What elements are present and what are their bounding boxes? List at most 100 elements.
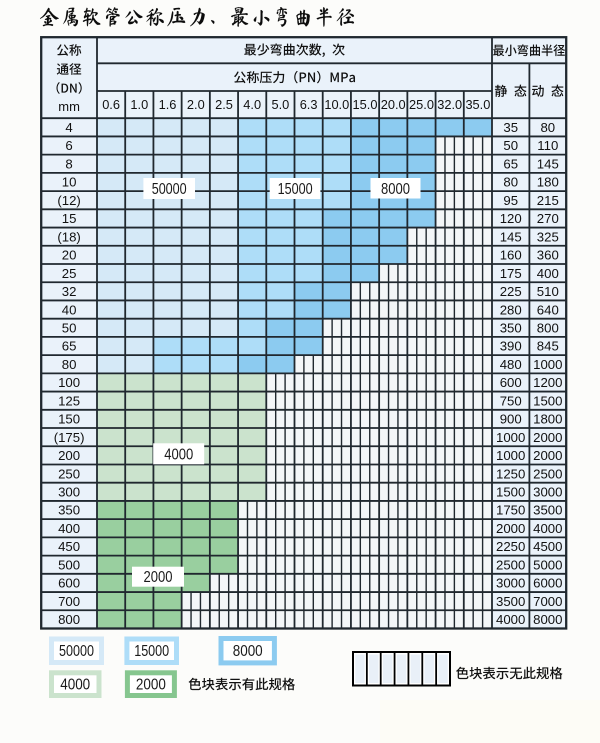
- svg-text:1000: 1000: [533, 357, 562, 372]
- svg-text:640: 640: [537, 302, 559, 317]
- svg-text:8000: 8000: [233, 643, 263, 660]
- svg-text:80: 80: [503, 175, 518, 190]
- svg-text:1800: 1800: [533, 412, 562, 427]
- svg-text:150: 150: [58, 412, 80, 427]
- svg-text:50: 50: [62, 321, 77, 336]
- svg-text:15.0: 15.0: [353, 97, 378, 112]
- svg-text:2.0: 2.0: [187, 97, 205, 112]
- svg-text:2000: 2000: [136, 677, 166, 694]
- svg-text:215: 215: [537, 193, 559, 208]
- svg-text:500: 500: [58, 557, 80, 572]
- svg-text:175: 175: [500, 266, 522, 281]
- svg-text:6000: 6000: [533, 576, 562, 591]
- svg-text:65: 65: [62, 339, 77, 354]
- svg-text:15000: 15000: [278, 181, 313, 198]
- svg-text:10: 10: [62, 175, 77, 190]
- svg-text:145: 145: [500, 229, 522, 244]
- svg-text:32: 32: [62, 284, 77, 299]
- svg-text:6: 6: [65, 138, 72, 153]
- svg-text:300: 300: [58, 485, 80, 500]
- svg-text:8000: 8000: [381, 181, 410, 198]
- svg-text:350: 350: [500, 321, 522, 336]
- svg-text:400: 400: [58, 521, 80, 536]
- svg-text:20: 20: [62, 248, 77, 263]
- svg-text:65: 65: [503, 157, 518, 172]
- svg-text:390: 390: [500, 339, 522, 354]
- svg-text:3000: 3000: [496, 576, 525, 591]
- svg-text:800: 800: [58, 612, 80, 627]
- svg-text:1500: 1500: [496, 485, 525, 500]
- svg-text:510: 510: [537, 284, 559, 299]
- svg-text:400: 400: [537, 266, 559, 281]
- svg-text:4000: 4000: [60, 677, 90, 694]
- svg-text:5000: 5000: [533, 557, 562, 572]
- svg-text:15: 15: [62, 211, 77, 226]
- svg-text:145: 145: [537, 157, 559, 172]
- svg-text:800: 800: [537, 321, 559, 336]
- svg-text:25.0: 25.0: [409, 97, 434, 112]
- svg-text:32.0: 32.0: [437, 97, 462, 112]
- svg-text:40: 40: [62, 302, 77, 317]
- svg-text:325: 325: [537, 229, 559, 244]
- svg-text:180: 180: [537, 175, 559, 190]
- svg-text:4000: 4000: [533, 521, 562, 536]
- svg-text:1750: 1750: [496, 503, 525, 518]
- svg-text:80: 80: [540, 120, 555, 135]
- svg-text:mm: mm: [58, 99, 80, 114]
- svg-text:100: 100: [58, 375, 80, 390]
- svg-text:3500: 3500: [533, 503, 562, 518]
- svg-text:80: 80: [62, 357, 77, 372]
- svg-text:270: 270: [537, 211, 559, 226]
- svg-text:110: 110: [537, 138, 558, 153]
- svg-text:750: 750: [500, 393, 522, 408]
- svg-text:1250: 1250: [496, 466, 525, 481]
- svg-text:4000: 4000: [496, 612, 525, 627]
- svg-text:10.0: 10.0: [324, 97, 349, 112]
- svg-text:4000: 4000: [164, 446, 193, 463]
- svg-text:(12): (12): [57, 193, 80, 208]
- svg-text:1500: 1500: [533, 393, 562, 408]
- svg-text:200: 200: [58, 448, 80, 463]
- svg-text:2.5: 2.5: [215, 97, 233, 112]
- svg-text:2000: 2000: [144, 569, 173, 586]
- svg-text:600: 600: [500, 375, 522, 390]
- svg-text:1200: 1200: [533, 375, 562, 390]
- svg-text:700: 700: [58, 594, 80, 609]
- svg-text:8000: 8000: [533, 612, 562, 627]
- svg-text:4.0: 4.0: [243, 97, 261, 112]
- svg-text:6.3: 6.3: [300, 97, 318, 112]
- svg-text:450: 450: [58, 539, 80, 554]
- svg-text:5.0: 5.0: [272, 97, 290, 112]
- svg-text:(175): (175): [54, 430, 85, 445]
- svg-text:8: 8: [65, 157, 72, 172]
- svg-text:15000: 15000: [134, 643, 169, 660]
- svg-text:95: 95: [503, 193, 518, 208]
- svg-text:4500: 4500: [533, 539, 562, 554]
- svg-text:600: 600: [58, 576, 80, 591]
- svg-text:50000: 50000: [152, 181, 187, 198]
- svg-text:2250: 2250: [496, 539, 525, 554]
- svg-text:25: 25: [62, 266, 77, 281]
- svg-text:280: 280: [500, 302, 522, 317]
- svg-text:2000: 2000: [496, 521, 525, 536]
- svg-text:2500: 2500: [533, 466, 562, 481]
- svg-text:1000: 1000: [496, 430, 525, 445]
- svg-text:1.6: 1.6: [159, 97, 177, 112]
- svg-text:2000: 2000: [533, 430, 562, 445]
- svg-text:125: 125: [58, 393, 80, 408]
- svg-text:(18): (18): [57, 229, 80, 244]
- svg-text:480: 480: [500, 357, 522, 372]
- svg-text:120: 120: [500, 211, 522, 226]
- svg-text:2000: 2000: [533, 448, 562, 463]
- svg-text:900: 900: [500, 412, 522, 427]
- svg-text:1.0: 1.0: [130, 97, 148, 112]
- svg-text:7000: 7000: [533, 594, 562, 609]
- svg-text:50: 50: [503, 138, 518, 153]
- svg-text:250: 250: [58, 466, 80, 481]
- svg-text:225: 225: [500, 284, 522, 299]
- svg-text:35: 35: [503, 120, 518, 135]
- svg-text:35.0: 35.0: [465, 97, 490, 112]
- svg-text:1000: 1000: [496, 448, 525, 463]
- svg-text:2500: 2500: [496, 557, 525, 572]
- svg-text:845: 845: [537, 339, 559, 354]
